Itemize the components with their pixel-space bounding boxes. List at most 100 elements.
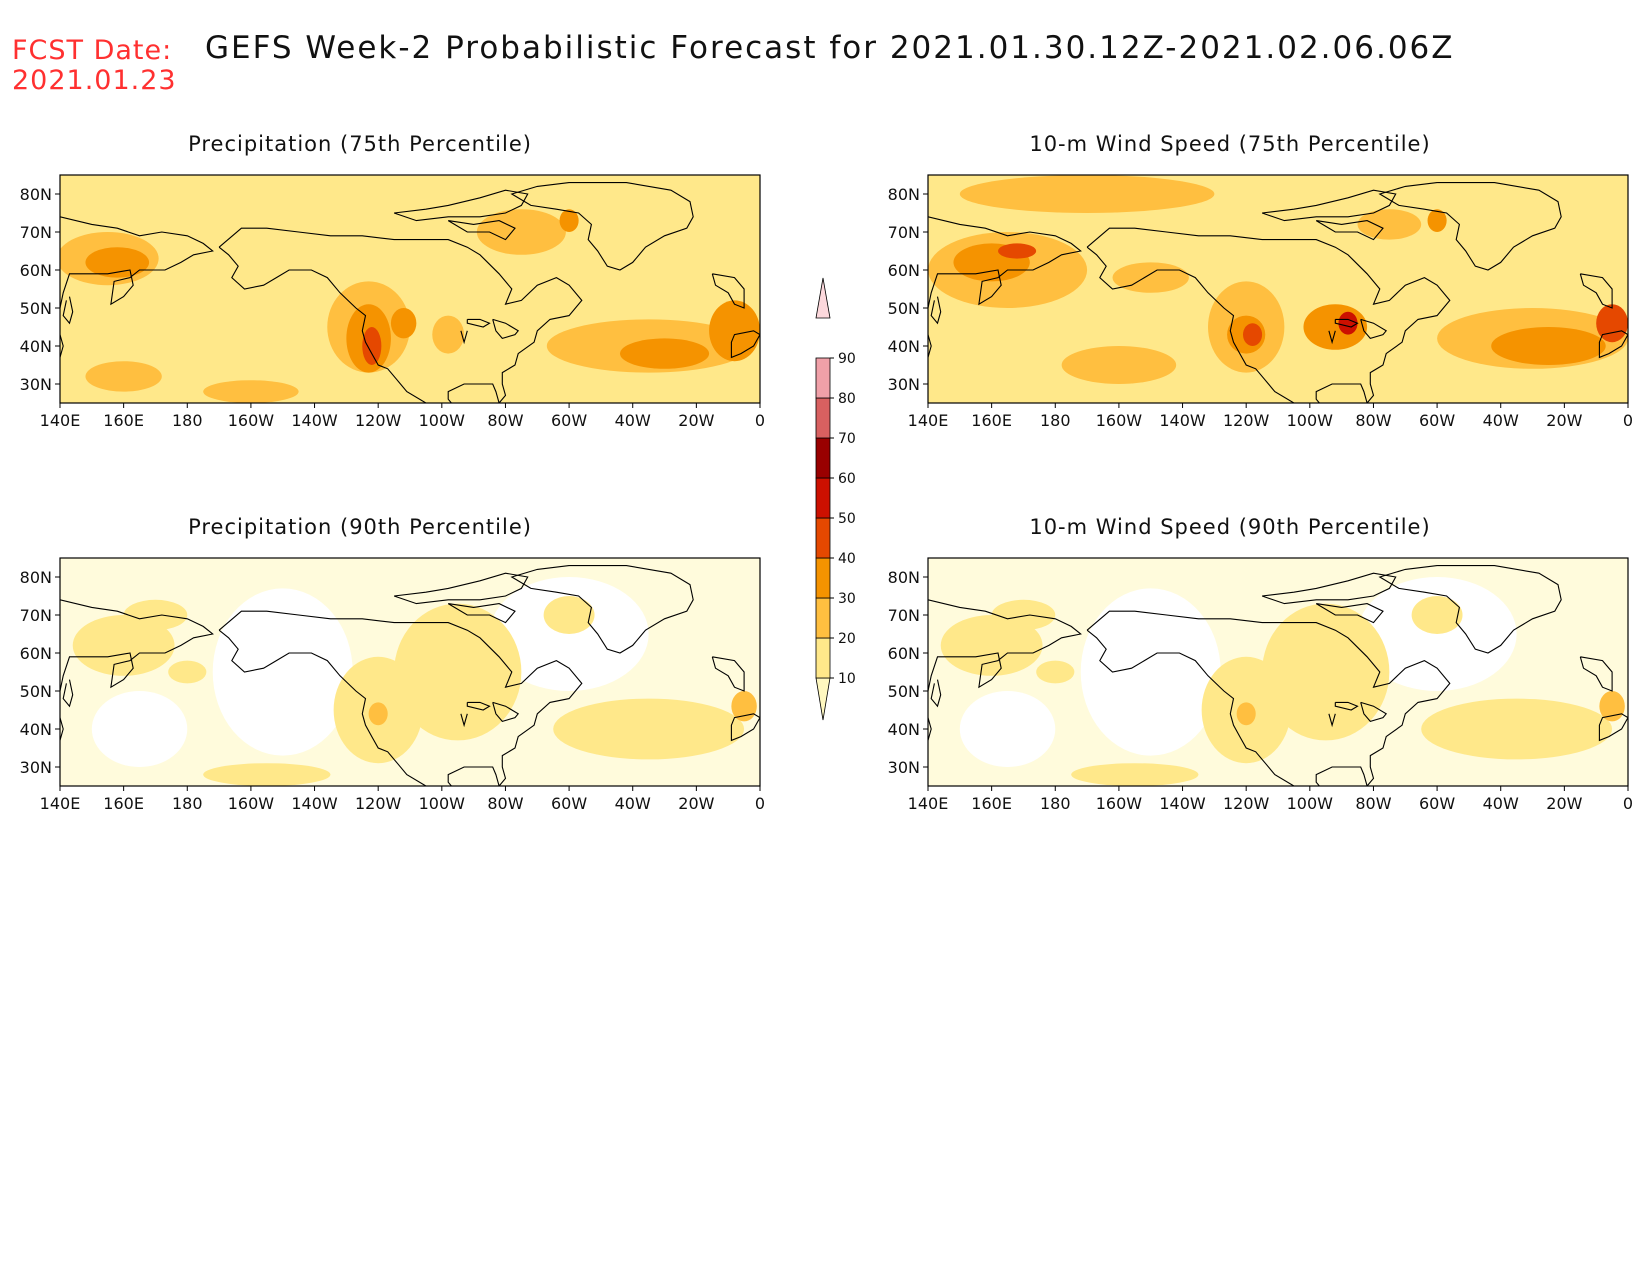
probability-field [60,175,760,403]
map-frame [927,174,1629,404]
colorbar-label: 60 [838,471,856,487]
coastline [1086,610,1451,786]
probability-contour [1243,323,1263,346]
coastline [928,334,932,359]
coastline [711,273,745,309]
probability-contour [394,603,522,741]
lon-label: 140E [40,411,81,430]
probability-contour [620,338,710,369]
map-frame [927,557,1629,787]
coastline [492,701,520,723]
lon-label: 160E [971,794,1012,813]
colorbar-swatch [815,437,831,479]
coastline [1360,701,1388,723]
lon-label: 80W [487,794,523,813]
probability-contour [203,380,299,403]
lon-label: 60W [551,794,587,813]
lon-label: 140W [1159,411,1206,430]
lon-label: 140W [1159,794,1206,813]
lon-label: 120W [355,794,402,813]
coastline [1579,273,1613,309]
lon-label: 160E [103,411,144,430]
colorbar-swatch [815,517,831,559]
coastline [730,713,760,742]
lon-label: 0 [755,411,765,430]
probability-contour [1071,763,1199,786]
coastline [1328,330,1336,345]
lat-label: 60N [888,261,920,280]
coastline [1378,182,1562,271]
colorbar-swatch [815,637,831,679]
lon-label: 60W [1419,794,1455,813]
map-panel-precip75: 80N 70N 60N 50N 40N 30N 140E 160E 180 160W 140W 120… [20,174,765,430]
coastline [1086,227,1451,403]
coastlines [928,565,1628,786]
probability-contour [85,361,162,392]
lat-label: 50N [20,299,52,318]
coastlines [928,182,1628,403]
lon-label: 160W [228,794,275,813]
lon-label: 100W [419,794,466,813]
probability-contour [168,660,207,684]
colorbar-swatch [815,677,831,721]
panel-title-precip90: Precipitation (90th Percentile) [188,515,532,539]
probability-contour [731,691,757,722]
probability-field [60,558,760,786]
lon-label: 40W [615,411,651,430]
lon-label: 100W [419,411,466,430]
lat-label: 70N [888,606,920,625]
colorbar-swatch [815,557,831,599]
clear-zone [959,691,1056,767]
lat-label: 40N [888,720,920,739]
probability-contour [553,698,745,760]
probability-contour [1262,603,1390,741]
lat-label: 60N [888,644,920,663]
probability-contour [1596,304,1628,343]
coastline [930,296,942,325]
lat-label: 60N [20,261,52,280]
probability-field [928,558,1628,786]
coastline [730,330,760,359]
coastline [466,318,491,328]
probability-contour [72,615,175,676]
probability-contour [203,763,331,786]
coastline [1598,330,1628,359]
lon-label: 120W [1223,411,1270,430]
map-panel-precip90: 80N 70N 60N 50N 40N 30N 140E 160E 180 160W 140W 120… [20,557,765,813]
lon-label: 20W [1546,411,1582,430]
coastline [1086,629,1295,786]
probability-contour [1112,262,1189,293]
coastline [447,220,516,241]
colorbar-label: 40 [838,551,856,567]
probability-contour [123,599,188,631]
coastline [1579,656,1613,692]
lon-label: 180 [172,794,203,813]
lon-label: 20W [1546,794,1582,813]
map-frame [59,557,761,787]
coastline [928,599,1082,692]
colorbar-swatch [815,357,831,399]
coastline [60,334,64,359]
probability-contour [543,596,595,634]
probability-contour [1357,209,1422,240]
lat-label: 50N [888,682,920,701]
coastline [1334,701,1359,711]
lon-label: 20W [678,411,714,430]
lon-label: 80W [1355,411,1391,430]
coastline [928,717,932,742]
lat-label: 80N [20,568,52,587]
lon-label: 0 [1623,794,1633,813]
colorbar-label: 20 [838,631,856,647]
colorbar-label: 10 [838,671,856,687]
lat-label: 50N [888,299,920,318]
lat-label: 40N [20,337,52,356]
lat-label: 80N [888,185,920,204]
coastline [218,246,427,403]
coastline [1261,572,1397,605]
lon-label: 60W [1419,411,1455,430]
lon-label: 20W [678,794,714,813]
lon-label: 160W [1096,411,1143,430]
probability-contour [1411,596,1463,634]
lon-label: 60W [551,411,587,430]
lon-label: 100W [1287,411,1334,430]
